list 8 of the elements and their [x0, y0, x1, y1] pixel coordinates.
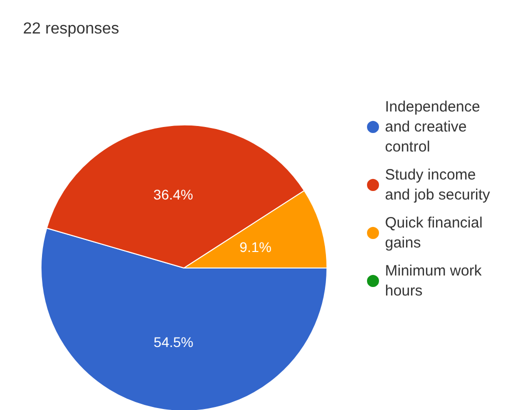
legend-label: Study income and job security [385, 166, 491, 204]
chart-title: 22 responses [23, 20, 120, 38]
legend-label: Minimum work hours [385, 262, 486, 300]
legend-label: Independence and creative control [385, 98, 484, 156]
legend-label: Quick financial gains [385, 214, 487, 252]
data-label: 54.5% [154, 334, 194, 350]
data-label: 9.1% [240, 238, 272, 255]
data-label: 36.4% [153, 186, 194, 202]
